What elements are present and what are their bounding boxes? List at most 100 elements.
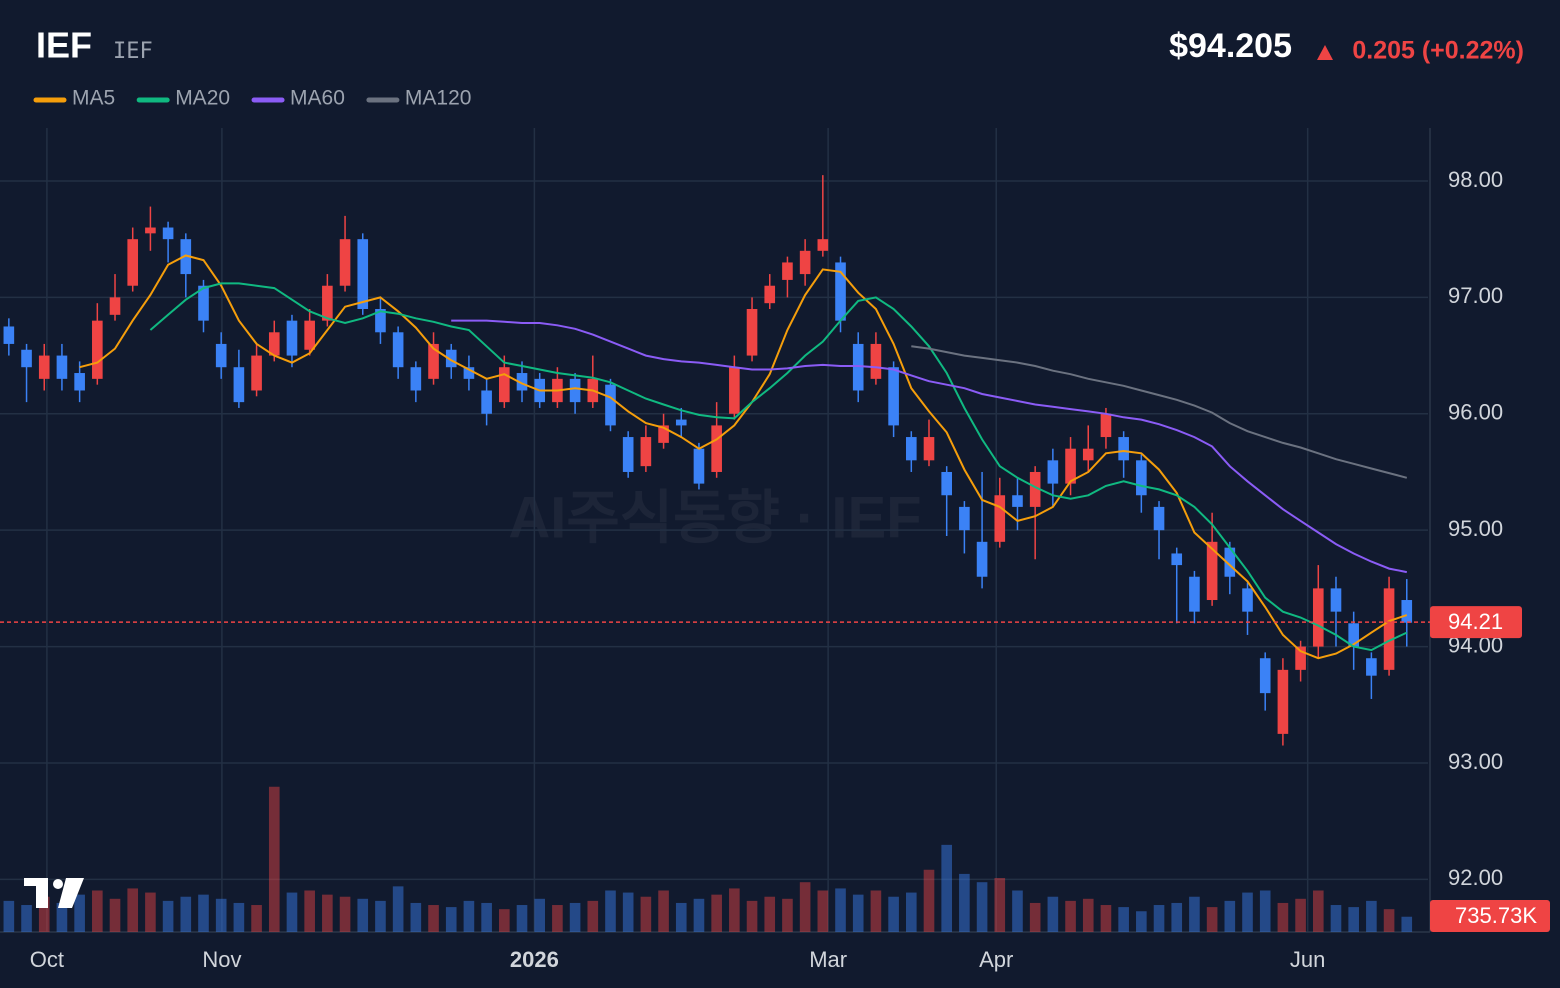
candle-body [109, 297, 121, 315]
candle-body [1082, 448, 1094, 461]
volume-badge-label: 735.73K [1455, 903, 1537, 928]
volume-bar [162, 900, 174, 932]
candle-body [1259, 658, 1271, 694]
volume-bar [1295, 898, 1306, 932]
volume-bar [109, 898, 121, 932]
volume-bar [888, 896, 899, 932]
volume-bar [499, 909, 510, 932]
volume-bar [693, 898, 705, 932]
volume-bar [675, 902, 687, 932]
volume-bar [782, 898, 793, 932]
candle-body [1171, 553, 1183, 566]
symbol: IEF [36, 25, 92, 66]
candle-body [1206, 541, 1218, 601]
volume-bar [3, 900, 15, 932]
candle-body [888, 367, 899, 426]
candle-body [1136, 460, 1147, 496]
volume-bar [428, 905, 439, 932]
volume-bar [375, 900, 386, 932]
candle-body [1065, 448, 1076, 484]
candle-body [799, 250, 811, 275]
candle-body [481, 390, 492, 414]
candle-body [162, 227, 174, 240]
candle-body [74, 373, 85, 391]
candle-body [251, 355, 262, 391]
y-tick-label: 97.00 [1448, 283, 1503, 308]
volume-bar [729, 888, 740, 932]
x-tick-label: Jun [1290, 947, 1325, 972]
volume-bar [1171, 902, 1183, 932]
x-tick-label: Apr [979, 947, 1013, 972]
volume-bar [959, 873, 970, 932]
candle-body [1118, 437, 1129, 461]
y-tick-label: 98.00 [1448, 167, 1503, 192]
candle-body [410, 367, 422, 391]
volume-bar [56, 902, 68, 932]
volume-bar [835, 888, 846, 932]
volume-bar [1082, 898, 1094, 932]
volume-bar [1383, 909, 1395, 932]
volume-bar [322, 894, 333, 932]
candle-body [1153, 506, 1165, 531]
volume-bar [534, 898, 546, 932]
candle-body [215, 343, 227, 368]
candle-body [463, 367, 475, 379]
candle-body [1012, 495, 1023, 507]
candle-body [923, 437, 935, 461]
candle-body [322, 285, 333, 321]
candle-body [304, 320, 315, 350]
volume-bar [1401, 916, 1413, 932]
volume-bar [1100, 905, 1112, 932]
candle-body [675, 419, 687, 426]
price-change: 0.205 (+0.22%) [1352, 37, 1524, 65]
volume-bar [357, 898, 369, 932]
candle-body [1224, 547, 1236, 577]
candle-body [516, 373, 528, 391]
candle-body [428, 343, 439, 379]
candle-body [764, 285, 776, 304]
x-tick-label: Mar [809, 947, 847, 972]
volume-bar [74, 894, 85, 932]
ma-line [79, 254, 1408, 660]
subtitle: IEF [113, 39, 153, 64]
volume-bar [622, 892, 634, 932]
candle-body [56, 355, 68, 379]
candle-body [286, 320, 298, 356]
volume-bar [711, 894, 722, 932]
logo-part [58, 878, 84, 908]
volume-bar [1366, 900, 1377, 932]
volume-bar [180, 896, 192, 932]
volume-bar [516, 905, 528, 932]
candle-body [1029, 471, 1041, 507]
volume-bar [941, 844, 952, 932]
volume-bar [976, 882, 988, 932]
logo [24, 878, 84, 908]
candle-body [658, 425, 669, 443]
candle-body [92, 320, 103, 379]
candle-body [1189, 576, 1200, 612]
candle-body [959, 506, 970, 531]
volume-bar [817, 890, 829, 932]
candle-body [1401, 600, 1413, 623]
candle-body [1242, 588, 1253, 612]
legend-label: MA120 [405, 87, 472, 110]
candle-body [711, 425, 722, 472]
volume-bar [304, 890, 315, 932]
candle-body [640, 437, 652, 467]
volume-bar [1259, 890, 1271, 932]
candle-body [976, 541, 988, 577]
candle-body [499, 367, 510, 403]
volume-bar [552, 905, 563, 932]
volume-bar [463, 900, 475, 932]
candle-body [1383, 588, 1395, 670]
y-tick-label: 96.00 [1448, 400, 1503, 425]
candle-body [3, 326, 15, 344]
volume-bar [286, 892, 298, 932]
volume-bar [1012, 890, 1023, 932]
candle-body [782, 262, 793, 280]
candle-body [38, 355, 50, 379]
candle-body [357, 239, 369, 310]
volume-bar [746, 900, 758, 932]
volume-bar [1118, 907, 1129, 932]
